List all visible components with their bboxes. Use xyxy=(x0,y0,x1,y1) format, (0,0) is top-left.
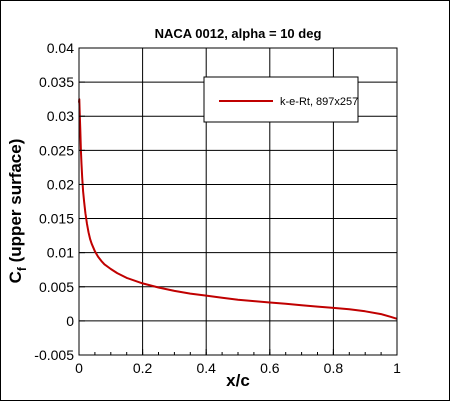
x-axis-title: x/c xyxy=(226,371,250,390)
y-tick-label: 0.01 xyxy=(47,245,74,261)
x-tick-label: 0.8 xyxy=(324,360,344,376)
y-tick-label: 0.02 xyxy=(47,176,74,192)
y-tick-label: 0 xyxy=(66,313,74,329)
y-axis-title-main: C xyxy=(6,271,25,283)
chart-title: NACA 0012, alpha = 10 deg xyxy=(155,26,322,41)
x-tick-label: 0.4 xyxy=(196,360,216,376)
series-layer xyxy=(78,98,398,320)
legend-entry-label: k-e-Rt, 897x257 xyxy=(280,96,358,108)
y-axis-title: Cf (upper surface) xyxy=(6,139,29,284)
y-tick-label: 0.04 xyxy=(47,40,74,56)
x-tick-label: 1 xyxy=(393,360,401,376)
x-tick-label: 0.6 xyxy=(260,360,280,376)
legend: k-e-Rt, 897x257 xyxy=(203,76,359,123)
y-tick-label: 0.03 xyxy=(47,108,74,124)
y-tick-label: 0.035 xyxy=(39,74,74,90)
tick-marks xyxy=(78,47,398,356)
y-axis-title-subscript: f xyxy=(15,266,29,271)
y-tick-label: 0.025 xyxy=(39,142,74,158)
y-tick-label: 0.005 xyxy=(39,279,74,295)
x-tick-label: 0 xyxy=(75,360,83,376)
y-axis-title-rest: (upper surface) xyxy=(6,139,25,267)
x-tick-labels: 0 0.2 0.4 0.6 0.8 1 xyxy=(75,360,401,376)
legend-box xyxy=(203,76,359,123)
series-line xyxy=(78,98,398,320)
y-tick-label: 0.015 xyxy=(39,211,74,227)
y-tick-label: -0.005 xyxy=(34,347,74,363)
y-tick-labels: -0.005 0 0.005 0.01 0.015 0.02 0.025 0.03 0.035 0… xyxy=(34,40,74,363)
x-tick-label: 0.2 xyxy=(133,360,153,376)
